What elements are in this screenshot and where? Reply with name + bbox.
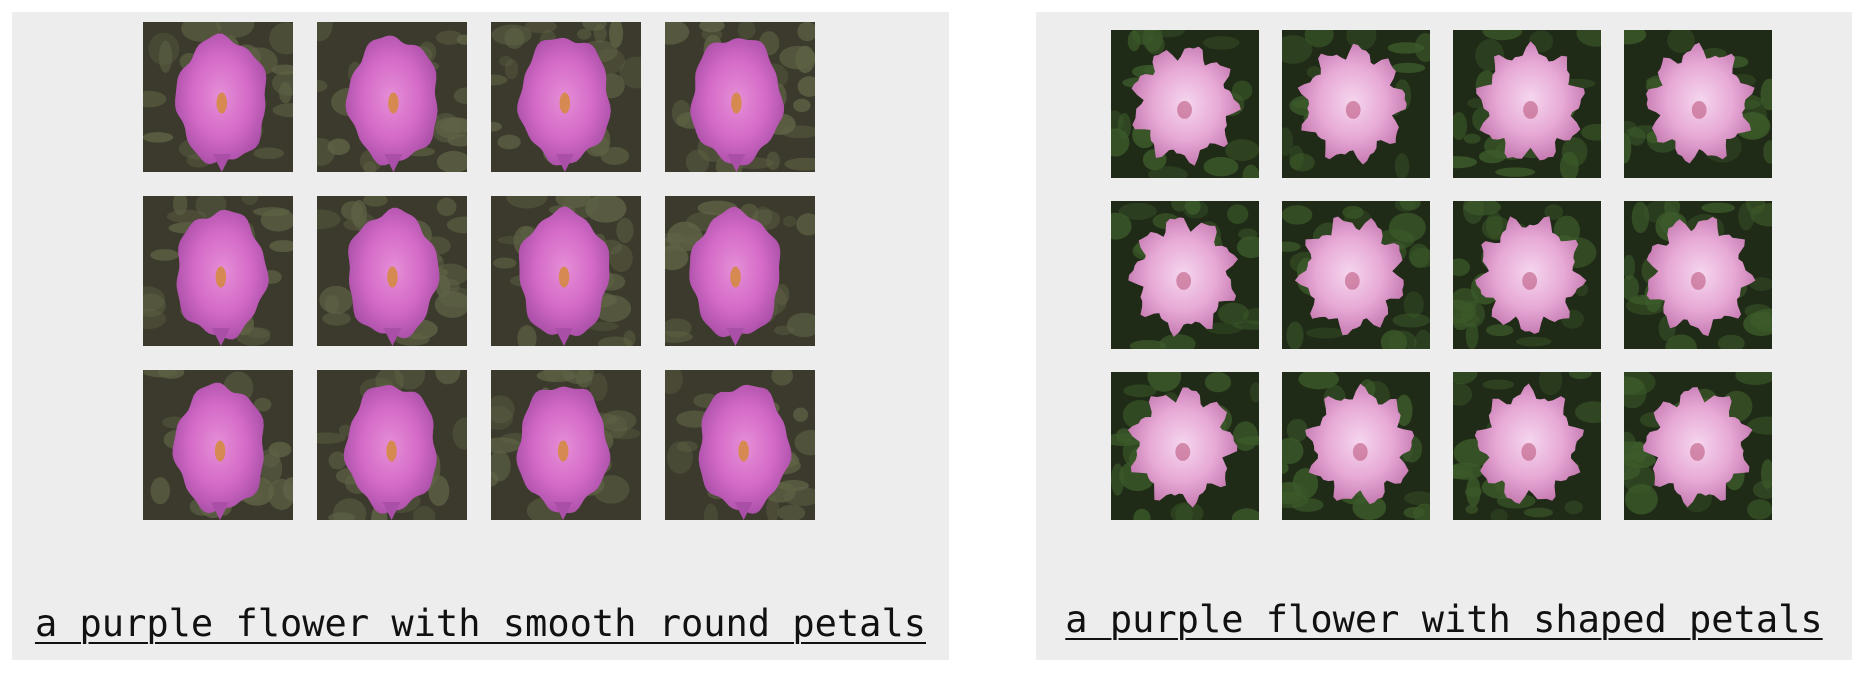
flower-image — [1282, 372, 1430, 520]
flower-image — [1282, 30, 1430, 178]
flower-image — [1453, 201, 1601, 349]
flower-image — [491, 196, 641, 346]
flower-image — [1453, 30, 1601, 178]
right-image-panel: a purple flower with shaped petals — [1036, 12, 1852, 660]
flower-image — [491, 370, 641, 520]
flower-image — [1111, 30, 1259, 178]
flower-image — [1111, 372, 1259, 520]
flower-image — [491, 22, 641, 172]
flower-image — [143, 196, 293, 346]
flower-image — [1624, 201, 1772, 349]
flower-image — [1282, 201, 1430, 349]
flower-image — [1624, 372, 1772, 520]
flower-image — [143, 22, 293, 172]
left-image-panel: a purple flower with smooth round petals — [12, 12, 949, 660]
right-caption: a purple flower with shaped petals — [1065, 598, 1823, 641]
flower-image — [1111, 201, 1259, 349]
flower-image — [317, 370, 467, 520]
flower-image — [143, 370, 293, 520]
flower-image — [317, 22, 467, 172]
flower-image — [665, 370, 815, 520]
flower-image — [1624, 30, 1772, 178]
flower-image — [665, 196, 815, 346]
left-caption: a purple flower with smooth round petals — [34, 602, 927, 645]
flower-image — [665, 22, 815, 172]
flower-image — [317, 196, 467, 346]
flower-image — [1453, 372, 1601, 520]
